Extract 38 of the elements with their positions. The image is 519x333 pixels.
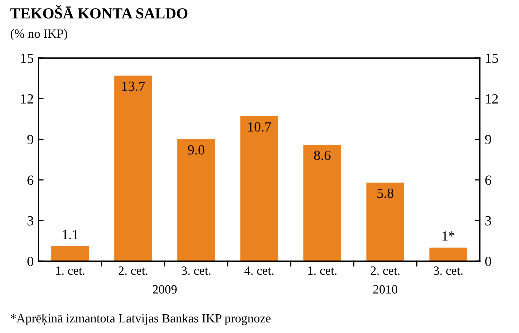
y-tick-label: 3 [28,216,34,226]
y-tick-label: 15 [21,54,34,64]
x-tick-label: 1. cet. [56,266,85,276]
y-tick-label: 12 [21,94,34,104]
y2-tick-label: 15 [486,54,498,64]
data-label: 8.6 [314,150,331,160]
data-label: 1.1 [62,230,78,240]
x-tick-label: 1. cet. [308,266,337,276]
x-tick-label: 3. cet. [182,266,211,276]
y-tick-label: 9 [28,135,34,144]
bar [114,76,152,262]
chart-title: TEKOŠĀ KONTA SALDO [10,5,188,19]
bar [430,248,468,262]
x-tick-label: 3. cet. [434,266,463,276]
data-label: 13.7 [122,82,146,92]
bar [304,144,342,262]
bar [366,182,404,262]
y2-tick-label: 0 [485,256,492,266]
y2-tick-label: 3 [486,216,492,226]
bar [240,116,278,262]
y2-tick-label: 12 [486,94,498,104]
data-label: 1* [442,232,455,241]
bar [178,140,216,262]
x-tick-label: 2. cet. [370,266,400,276]
y-tick-label: 0 [28,256,34,266]
chart-subtitle: (% no IKP) [10,29,68,41]
data-label: 10.7 [248,122,272,132]
y-tick-label: 6 [28,176,34,186]
text: *Aprēķinā izmantota Latvijas Bankas IKP prognoze [10,314,271,326]
text: 2010 [374,285,398,294]
y2-tick-label: 9 [485,135,492,144]
text: 2009 [153,285,177,294]
x-tick-label: 2. cet. [118,266,148,276]
data-label: 9.0 [188,145,205,155]
y2-tick-label: 6 [486,176,492,186]
x-tick-label: 4. cet. [244,266,274,276]
bar [52,246,90,262]
data-label: 5.8 [378,188,394,198]
